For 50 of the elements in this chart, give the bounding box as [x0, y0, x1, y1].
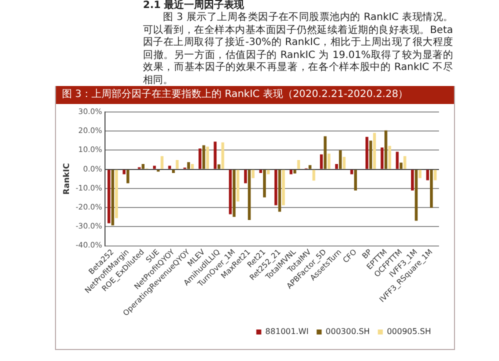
- bar: [400, 162, 402, 169]
- bar: [320, 154, 323, 169]
- bar: [274, 170, 278, 206]
- bar: [380, 148, 384, 169]
- bar: [354, 170, 357, 191]
- bar: [190, 164, 194, 169]
- bar: [236, 170, 240, 202]
- bar: [172, 170, 175, 173]
- bar: [365, 136, 368, 169]
- chart-title: 图 3：上周部分因子在主要指数上的 RankIC 表现（2020.2.21-2020.2.28）: [56, 86, 454, 104]
- bar: [308, 165, 312, 169]
- bar: [290, 170, 292, 174]
- bar: [160, 156, 164, 169]
- bar: [142, 164, 144, 169]
- bar: [418, 170, 422, 178]
- legend-label: 000300.SH: [326, 327, 370, 336]
- legend-label: 881001.WI: [265, 327, 309, 336]
- bar: [122, 170, 126, 174]
- legend-label: 000905.SH: [386, 327, 432, 336]
- bar: [335, 164, 338, 169]
- bar: [263, 170, 266, 198]
- bar: [384, 130, 388, 169]
- bar: [297, 160, 300, 169]
- bar: [214, 142, 217, 169]
- caption: 图 3 展示了上周各类因子在不同股票池内的 RankIC 表现情况。可以看到，在全样本内基本面因子仍然延续着近期的良好表现。Beta 因子在上周取得了接近-30%的 RankIC，相比于上周出现了很大程度回撤。另一方面，估值因子的 RankIC 为 19.01%取得了较为显著的效果，而基本因子的效果不再显著，在各个样本股中的 RankIC 不尽相同。: [143, 12, 453, 87]
- bar: [403, 156, 406, 169]
- bar: [244, 170, 247, 184]
- y-axis-title: RankIC: [62, 163, 71, 195]
- bar: [426, 170, 430, 180]
- bar: [218, 164, 220, 169]
- bar: [126, 170, 130, 184]
- bar: [278, 170, 282, 212]
- bar: [206, 146, 209, 169]
- bar: [430, 170, 433, 208]
- bar: [198, 148, 202, 169]
- bar: [115, 170, 118, 218]
- bar: [228, 170, 232, 214]
- bar: [168, 166, 172, 169]
- bar: [232, 170, 236, 217]
- bar: [293, 170, 296, 174]
- bar: [153, 166, 156, 169]
- bar: [338, 150, 342, 169]
- bar: [108, 170, 110, 224]
- bar: [252, 170, 255, 178]
- bar: [282, 170, 285, 206]
- bar: [373, 132, 376, 169]
- bar: [328, 154, 330, 169]
- bar: [187, 162, 190, 169]
- bar: [342, 156, 346, 169]
- bar: [411, 170, 414, 191]
